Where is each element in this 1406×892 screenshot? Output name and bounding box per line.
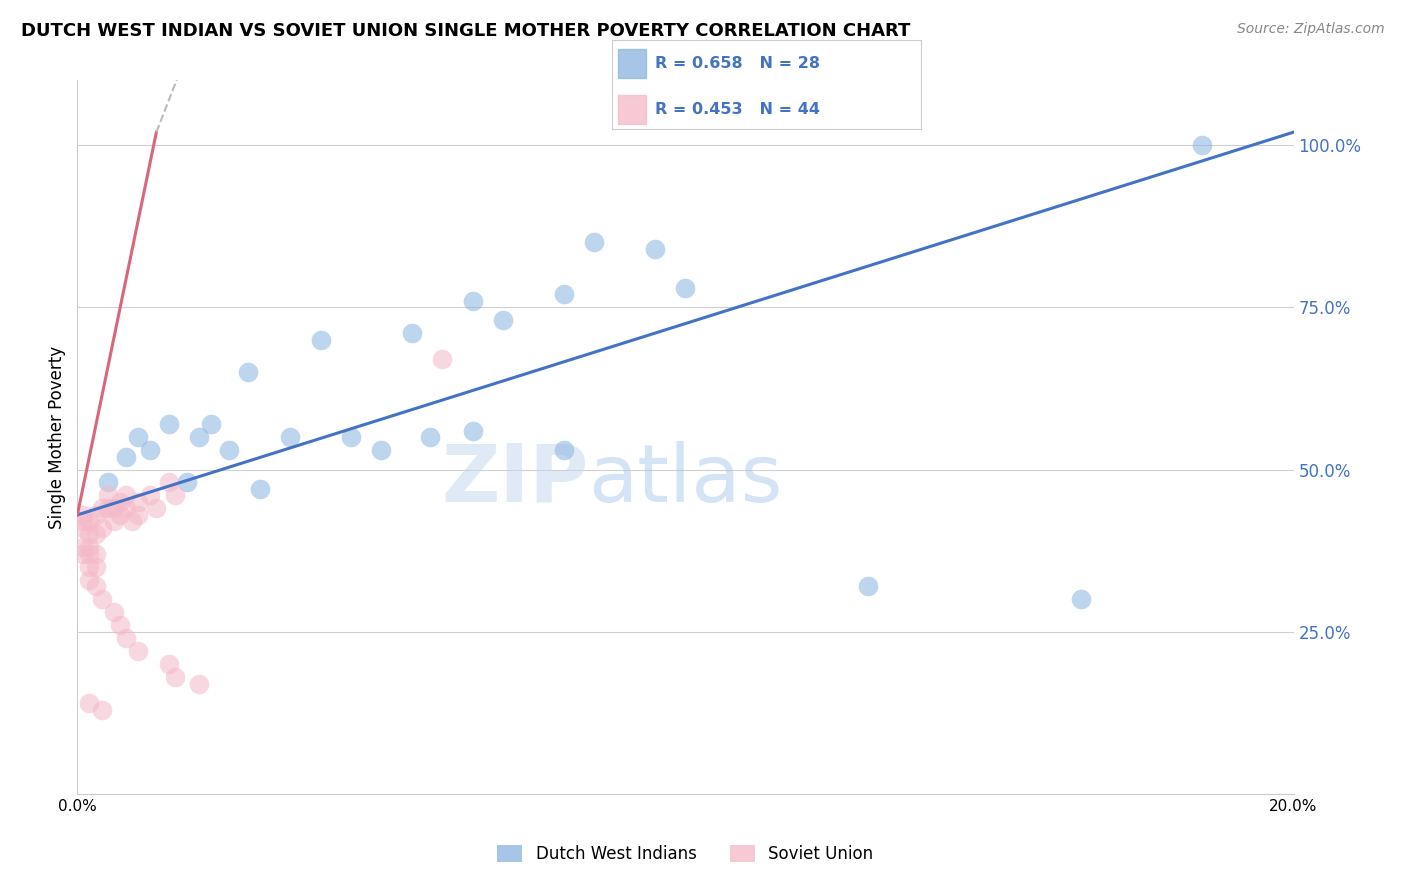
Point: [121, 515, 143, 529]
Bar: [617, 95, 645, 124]
Point: [249, 482, 271, 496]
Y-axis label: Single Mother Poverty: Single Mother Poverty: [48, 345, 66, 529]
Point: [278, 430, 301, 444]
Point: [72, 515, 94, 529]
Point: [127, 644, 149, 658]
Point: [84, 527, 107, 541]
Point: [675, 281, 697, 295]
Point: [218, 443, 240, 458]
Point: [139, 443, 162, 458]
Point: [79, 547, 101, 561]
Point: [79, 573, 101, 587]
Text: R = 0.658   N = 28: R = 0.658 N = 28: [655, 56, 820, 70]
Text: Source: ZipAtlas.com: Source: ZipAtlas.com: [1237, 22, 1385, 37]
Point: [90, 702, 112, 716]
Point: [127, 430, 149, 444]
Point: [139, 488, 162, 502]
Text: DUTCH WEST INDIAN VS SOVIET UNION SINGLE MOTHER POVERTY CORRELATION CHART: DUTCH WEST INDIAN VS SOVIET UNION SINGLE…: [21, 22, 911, 40]
Point: [176, 475, 198, 490]
Point: [157, 475, 180, 490]
Point: [432, 352, 454, 367]
Point: [84, 508, 107, 522]
Point: [90, 592, 112, 607]
Point: [553, 287, 575, 301]
Point: [115, 450, 138, 464]
Point: [309, 333, 332, 347]
Point: [163, 488, 186, 502]
Point: [157, 657, 180, 672]
Point: [108, 495, 131, 509]
Point: [401, 326, 423, 341]
Point: [84, 547, 107, 561]
Text: atlas: atlas: [588, 441, 783, 519]
Point: [115, 488, 138, 502]
Point: [200, 417, 222, 431]
Point: [97, 475, 120, 490]
Point: [72, 508, 94, 522]
Point: [72, 547, 94, 561]
Point: [461, 424, 484, 438]
Point: [84, 559, 107, 574]
Point: [72, 521, 94, 535]
Point: [1191, 138, 1213, 153]
Point: [115, 631, 138, 645]
Point: [79, 541, 101, 555]
Point: [492, 313, 515, 327]
Point: [103, 515, 125, 529]
Point: [419, 430, 441, 444]
Point: [461, 293, 484, 308]
Point: [157, 417, 180, 431]
Point: [127, 508, 149, 522]
Point: [79, 559, 101, 574]
Point: [236, 365, 259, 379]
Text: ZIP: ZIP: [441, 441, 588, 519]
Point: [90, 501, 112, 516]
Point: [84, 579, 107, 593]
Point: [103, 501, 125, 516]
Point: [90, 521, 112, 535]
Point: [188, 430, 211, 444]
Point: [340, 430, 363, 444]
Point: [856, 579, 879, 593]
Point: [79, 515, 101, 529]
Point: [79, 527, 101, 541]
Point: [127, 495, 149, 509]
Point: [79, 696, 101, 710]
Point: [188, 676, 211, 690]
Point: [370, 443, 392, 458]
Point: [108, 618, 131, 632]
Bar: [617, 49, 645, 78]
Point: [97, 488, 120, 502]
Point: [115, 501, 138, 516]
Text: R = 0.453   N = 44: R = 0.453 N = 44: [655, 103, 820, 117]
Point: [163, 670, 186, 684]
Legend: Dutch West Indians, Soviet Union: Dutch West Indians, Soviet Union: [489, 837, 882, 871]
Point: [72, 541, 94, 555]
Point: [583, 235, 606, 250]
Point: [97, 501, 120, 516]
Point: [553, 443, 575, 458]
Point: [108, 508, 131, 522]
Point: [1070, 592, 1092, 607]
Point: [103, 605, 125, 619]
Point: [644, 242, 666, 256]
Point: [145, 501, 167, 516]
